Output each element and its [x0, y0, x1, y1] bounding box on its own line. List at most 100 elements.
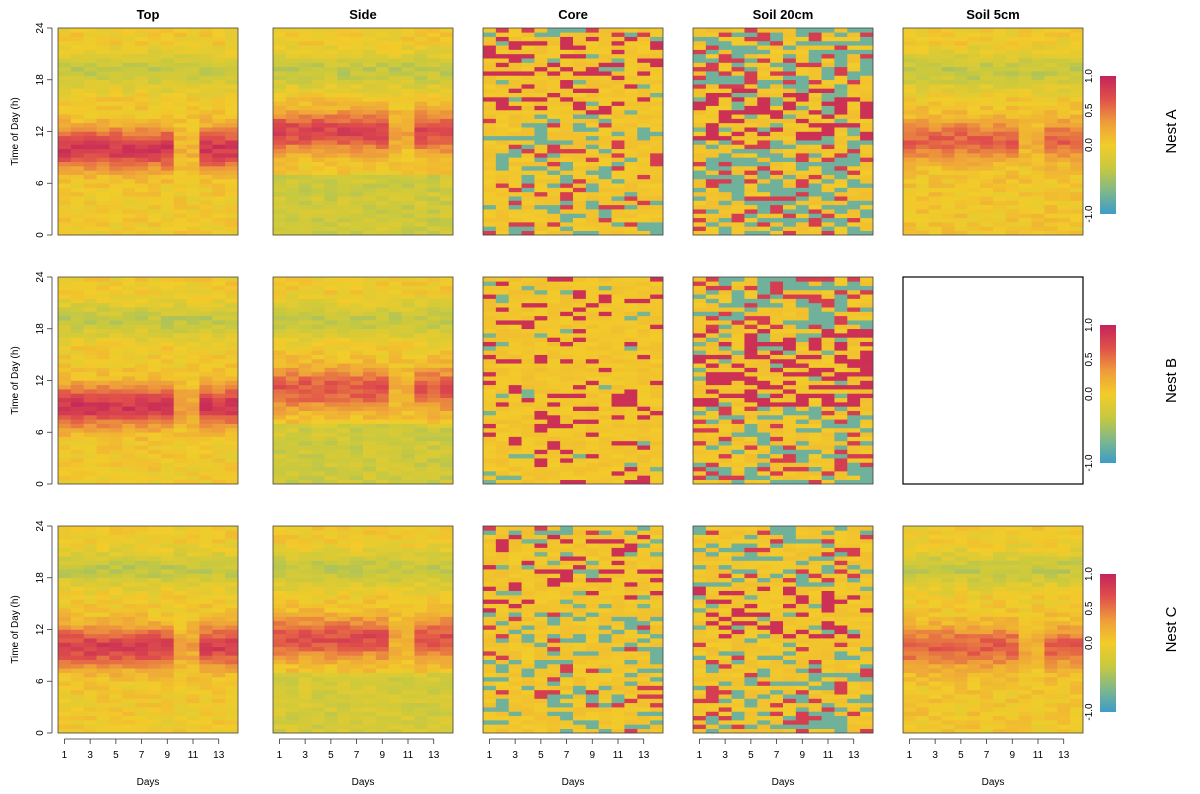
heat-cell: [148, 36, 162, 42]
heat-cell: [363, 449, 377, 455]
heat-cell: [135, 183, 149, 188]
heat-cell: [1031, 92, 1045, 98]
heat-cell: [285, 127, 300, 132]
heat-cell: [285, 402, 300, 407]
heat-cell: [122, 358, 136, 364]
heat-cell: [375, 170, 390, 175]
heat-cell: [324, 346, 338, 351]
heat-cell: [611, 140, 625, 145]
heat-cell: [324, 97, 338, 102]
heat-cell: [212, 324, 226, 330]
heat-cell: [363, 384, 377, 390]
heat-cell: [148, 84, 162, 89]
heat-cell: [440, 453, 454, 459]
heat-cell: [611, 178, 625, 184]
heat-cell: [212, 354, 226, 360]
heat-cell: [693, 200, 707, 206]
heat-cell: [273, 230, 287, 236]
heat-cell: [324, 475, 338, 480]
heat-cell: [414, 75, 428, 81]
heat-cell: [388, 410, 402, 416]
heat-cell: [521, 105, 535, 111]
heat-cell: [427, 66, 441, 72]
heat-cell: [83, 183, 97, 188]
heat-cell: [58, 122, 72, 128]
heat-cell: [135, 397, 149, 403]
heat-cell: [70, 432, 85, 437]
heat-cell: [350, 170, 364, 175]
heat-cell: [148, 389, 162, 394]
heat-cell: [980, 200, 994, 206]
heat-cell: [547, 174, 561, 180]
heat-cell: [273, 53, 287, 59]
heat-cell: [521, 40, 535, 46]
heat-cell: [186, 380, 200, 386]
heat-cell: [440, 380, 454, 386]
heat-cell: [547, 131, 561, 137]
heat-cell: [508, 28, 522, 33]
heat-cell: [96, 337, 110, 342]
heat-cell: [414, 53, 428, 59]
heat-cell: [225, 281, 239, 286]
heat-cell: [186, 191, 200, 197]
heat-cell: [109, 298, 123, 304]
heat-cell: [573, 148, 587, 154]
heat-cell: [783, 101, 797, 106]
heat-cell: [337, 88, 351, 93]
heat-cell: [783, 204, 797, 210]
heat-cell: [847, 114, 861, 119]
heat-cell: [770, 230, 784, 236]
heat-cell: [795, 166, 810, 171]
heat-cell: [70, 217, 85, 223]
heat-cell: [122, 320, 136, 325]
heat-cell: [135, 191, 149, 197]
heat-cell: [401, 148, 415, 154]
heat-cell: [212, 58, 226, 63]
heat-cell: [401, 423, 415, 429]
heat-cell: [637, 88, 651, 93]
heat-cell: [483, 458, 497, 463]
heat-cell: [83, 475, 97, 480]
heat-cell: [199, 471, 213, 476]
heat-cell: [273, 122, 287, 128]
heat-cell: [624, 209, 638, 214]
heat-cell: [324, 187, 338, 193]
heat-cell: [375, 191, 390, 197]
heat-cell: [173, 389, 187, 394]
heat-cell: [693, 144, 707, 150]
heat-cell: [967, 97, 981, 102]
heat-cell: [705, 71, 720, 76]
heat-cell: [160, 226, 175, 231]
heat-cell: [225, 354, 239, 360]
heat-cell: [363, 294, 377, 299]
heat-cell: [783, 191, 797, 197]
heat-cell: [135, 101, 149, 106]
heat-cell: [160, 105, 175, 111]
heat-cell: [388, 92, 402, 98]
heat-cell: [285, 230, 300, 236]
heat-cell: [337, 222, 351, 227]
heat-cell: [440, 462, 454, 468]
heat-cell: [337, 397, 351, 403]
heat-cell: [199, 393, 213, 399]
heat-cell: [311, 226, 325, 231]
heat-cell: [148, 440, 162, 446]
heat-cell: [160, 62, 175, 68]
heat-cell: [795, 101, 810, 106]
heat-cell: [273, 350, 287, 355]
heat-cell: [173, 71, 187, 76]
heat-cell: [440, 213, 454, 219]
heat-cell: [173, 298, 187, 304]
heat-cell: [483, 178, 497, 184]
heat-cell: [83, 419, 97, 424]
heat-cell: [58, 118, 72, 124]
heat-cell: [534, 209, 548, 214]
heat-cell: [440, 53, 454, 59]
heat-cell: [573, 109, 587, 115]
heat-cell: [495, 384, 510, 390]
heat-cell: [650, 213, 664, 219]
heat-cell: [598, 157, 612, 162]
heat-cell: [783, 66, 797, 72]
heat-cell: [521, 363, 535, 368]
heat-cell: [96, 393, 110, 399]
